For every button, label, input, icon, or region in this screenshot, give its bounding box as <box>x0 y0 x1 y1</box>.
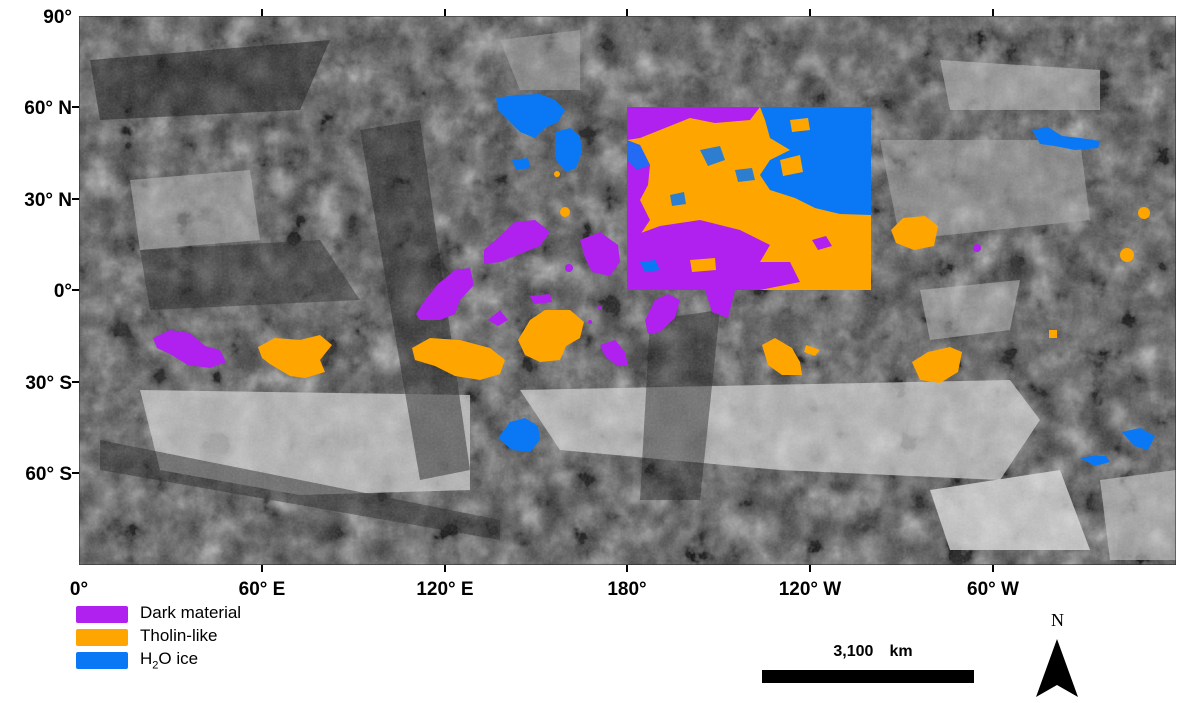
scale-bar-line <box>762 670 974 683</box>
block-detail-orange <box>690 118 810 272</box>
unit-h2o-ice <box>496 94 1155 466</box>
scale-bar-value: 3,100 <box>833 643 874 660</box>
scale-bar: 3,100 km <box>762 643 974 683</box>
lat-label-30n: 30° N <box>24 190 72 211</box>
lat-label-90: 90° <box>43 7 72 28</box>
block-detail <box>670 146 755 206</box>
legend-label-tholin-like: Tholin-like <box>140 626 218 645</box>
lon-label-0: 0° <box>70 579 88 600</box>
north-arrow: N <box>1032 607 1082 699</box>
legend-label-h2o-ice: H2O ice <box>140 649 198 671</box>
scale-bar-label: 3,100 km <box>772 643 974 661</box>
lat-label-60n: 60° N <box>24 98 72 119</box>
north-arrow-icon <box>1036 639 1078 697</box>
legend-label-h2o-rest: O ice <box>158 649 199 668</box>
lat-label-30s: 30° S <box>25 373 72 394</box>
scale-bar-unit: km <box>889 643 913 660</box>
lon-label-60w: 60° W <box>967 579 1019 600</box>
lon-label-60e: 60° E <box>239 579 286 600</box>
lon-label-120e: 120° E <box>416 579 473 600</box>
map-ticks <box>72 9 994 572</box>
lat-label-0: 0° <box>54 281 72 302</box>
lon-label-120w: 120° W <box>779 579 842 600</box>
legend-label-h2o-sub: 2 <box>152 659 159 672</box>
lon-label-180: 180° <box>607 579 646 600</box>
legend-swatch-dark-material <box>76 606 128 623</box>
legend-swatch-tholin-like <box>76 629 128 646</box>
north-label: N <box>1051 610 1064 630</box>
legend-label-h2o-main: H <box>140 649 153 668</box>
lat-label-60s: 60° S <box>25 464 72 485</box>
basemap-mosaic <box>79 16 1176 565</box>
legend-label-dark-material: Dark material <box>140 603 242 622</box>
legend-swatch-h2o-ice <box>76 652 128 669</box>
